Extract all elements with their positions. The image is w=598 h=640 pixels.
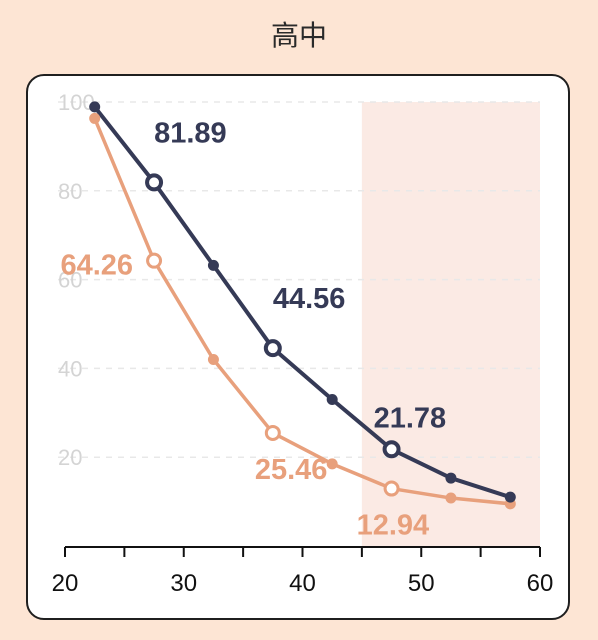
x-tick-label: 40: [289, 570, 316, 597]
data-point: [207, 354, 219, 366]
x-tick-label: 60: [527, 570, 554, 597]
data-label: 25.46: [255, 454, 328, 486]
data-point-hollow: [264, 424, 281, 441]
x-tick-label: 20: [52, 570, 79, 597]
y-tick-label: 80: [58, 179, 82, 204]
data-point: [504, 491, 516, 503]
chart-title: 高中: [270, 19, 327, 52]
data-point-hollow: [383, 480, 400, 497]
data-label: 81.89: [154, 117, 227, 149]
x-tick-label: 30: [170, 570, 197, 597]
y-tick-label: 40: [58, 356, 82, 381]
data-point: [326, 393, 338, 405]
data-point: [89, 112, 101, 124]
series-line-1: [93, 117, 511, 506]
y-tick-label: 100: [58, 90, 95, 115]
data-point-hollow: [382, 440, 401, 459]
x-tick-label: 50: [408, 570, 435, 597]
data-point: [445, 472, 457, 484]
series-line-0: [93, 105, 511, 500]
data-point-hollow: [146, 252, 163, 269]
data-label: 64.26: [60, 250, 133, 282]
data-point: [89, 101, 101, 113]
data-point-hollow: [263, 339, 282, 358]
data-point-hollow: [145, 173, 164, 192]
data-label: 44.56: [273, 283, 346, 315]
y-tick-label: 60: [58, 268, 82, 293]
data-point: [207, 259, 219, 271]
y-tick-label: 20: [58, 445, 82, 470]
highlight-region: [361, 102, 540, 546]
data-point: [326, 458, 338, 470]
data-label: 21.78: [374, 402, 447, 434]
data-point: [445, 492, 457, 504]
data-label: 12.94: [357, 510, 430, 542]
